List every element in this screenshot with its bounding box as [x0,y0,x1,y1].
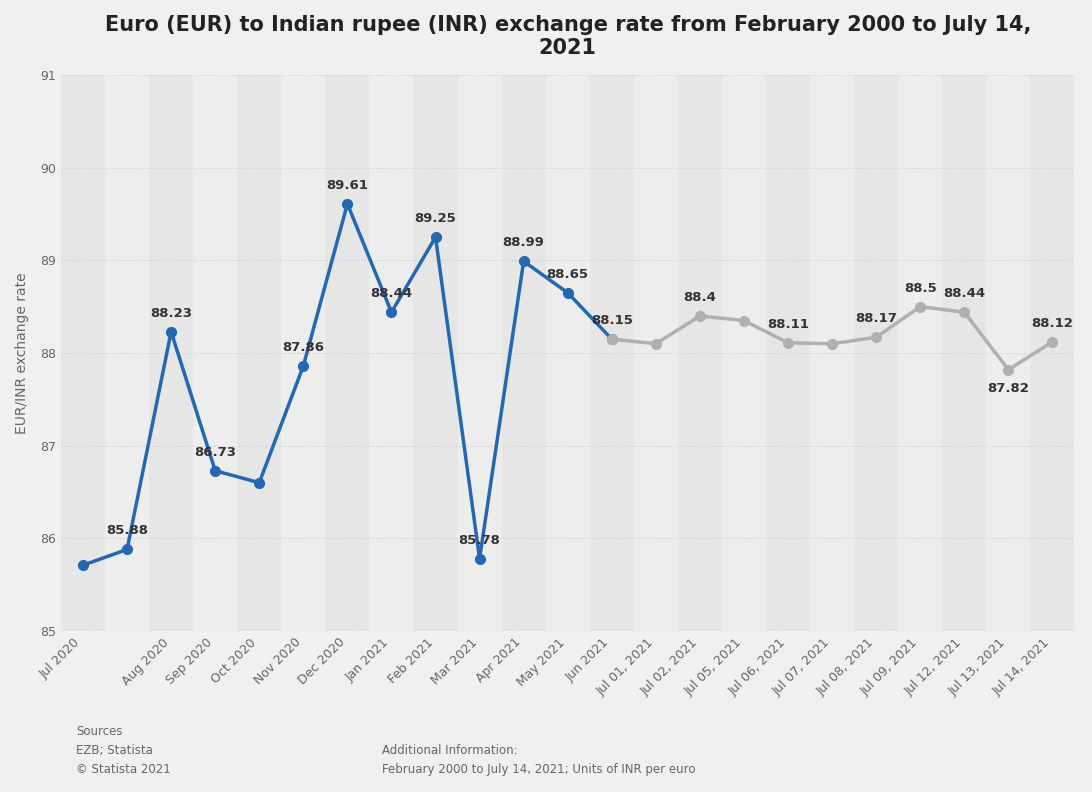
Text: 87.82: 87.82 [987,382,1030,394]
Bar [942,75,986,631]
Bar [193,75,237,631]
Bar [1031,75,1075,631]
Text: 89.25: 89.25 [415,212,456,225]
Title: Euro (EUR) to Indian rupee (INR) exchange rate from February 2000 to July 14,
20: Euro (EUR) to Indian rupee (INR) exchang… [105,15,1031,58]
Bar [810,75,854,631]
Bar [722,75,765,631]
Text: 88.12: 88.12 [1032,317,1073,329]
Bar [369,75,414,631]
Bar [105,75,150,631]
Text: 88.17: 88.17 [855,312,898,326]
Bar [325,75,369,631]
Bar [590,75,633,631]
Bar [678,75,722,631]
Bar [501,75,546,631]
Bar [282,75,325,631]
Bar [237,75,282,631]
Text: 88.65: 88.65 [547,268,589,280]
Bar [61,75,105,631]
Text: 86.73: 86.73 [194,446,236,459]
Text: 88.15: 88.15 [591,314,632,327]
Text: 87.86: 87.86 [283,341,324,354]
Bar [458,75,501,631]
Text: 88.4: 88.4 [684,291,716,304]
Text: Sources
EZB; Statista
© Statista 2021: Sources EZB; Statista © Statista 2021 [76,725,171,776]
Text: 88.11: 88.11 [767,318,809,331]
Y-axis label: EUR/INR exchange rate: EUR/INR exchange rate [15,272,29,434]
Text: 89.61: 89.61 [327,179,368,192]
Bar [986,75,1031,631]
Text: 88.23: 88.23 [150,307,192,320]
Text: 88.44: 88.44 [943,287,985,300]
Text: Additional Information:
February 2000 to July 14, 2021; Units of INR per euro: Additional Information: February 2000 to… [382,744,696,776]
Text: 88.99: 88.99 [502,236,545,249]
Bar [546,75,590,631]
Bar [765,75,810,631]
Text: 85.88: 85.88 [106,524,149,538]
Bar [633,75,678,631]
Text: 85.78: 85.78 [459,534,500,546]
Bar [150,75,193,631]
Bar [899,75,942,631]
Text: 88.5: 88.5 [904,282,937,295]
Bar [854,75,899,631]
Bar [414,75,458,631]
Text: 88.44: 88.44 [370,287,413,300]
